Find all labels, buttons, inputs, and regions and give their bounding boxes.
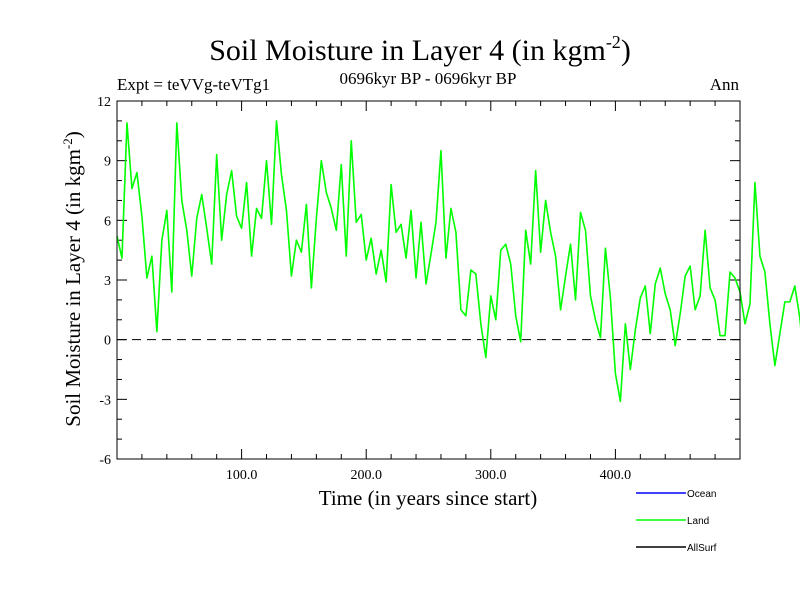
experiment-label: Expt = teVVg-teVTg1 — [117, 75, 270, 94]
time-range-label: 0696kyr BP - 0696kyr BP — [340, 69, 517, 88]
y-tick-label: 3 — [104, 274, 111, 289]
y-tick-label: -6 — [99, 453, 111, 468]
x-axis-label: Time (in years since start) — [319, 486, 538, 510]
chart-title-text: Soil Moisture in Layer 4 (in kgm — [209, 34, 606, 67]
x-tick-label: 300.0 — [475, 468, 507, 483]
series-line-land — [116, 120, 800, 403]
data-series — [116, 120, 800, 403]
season-label: Ann — [710, 75, 740, 94]
x-tick-label: 100.0 — [226, 468, 258, 483]
legend: Ocean Land AllSurf — [636, 489, 717, 554]
axis-ticks — [117, 100, 740, 460]
x-tick-label: 400.0 — [600, 468, 632, 483]
legend-label-ocean: Ocean — [687, 489, 716, 500]
y-axis-label-superscript: -2 — [60, 138, 75, 149]
chart-title-close: ) — [621, 34, 631, 67]
y-axis-label-close: ) — [61, 131, 85, 138]
y-tick-label: 9 — [104, 155, 111, 170]
legend-label-land: Land — [687, 516, 709, 527]
y-tick-label: 0 — [104, 334, 111, 349]
y-tick-label: 12 — [97, 95, 111, 110]
plot-frame — [116, 100, 741, 460]
legend-label-allsurf: AllSurf — [687, 543, 717, 554]
y-tick-label: 6 — [104, 214, 111, 229]
y-tick-label: -3 — [99, 393, 111, 408]
chart-title: Soil Moisture in Layer 4 (in kgm-2) — [209, 32, 631, 67]
x-tick-label: 200.0 — [350, 468, 382, 483]
y-axis-label-text: Soil Moisture in Layer 4 (in kgm — [61, 149, 85, 427]
y-axis-label: Soil Moisture in Layer 4 (in kgm-2) — [60, 131, 85, 426]
chart-title-superscript: -2 — [606, 32, 621, 52]
tick-labels: -6 -3 0 3 6 9 12 100.0 200.0 300.0 400.0 — [97, 95, 631, 483]
